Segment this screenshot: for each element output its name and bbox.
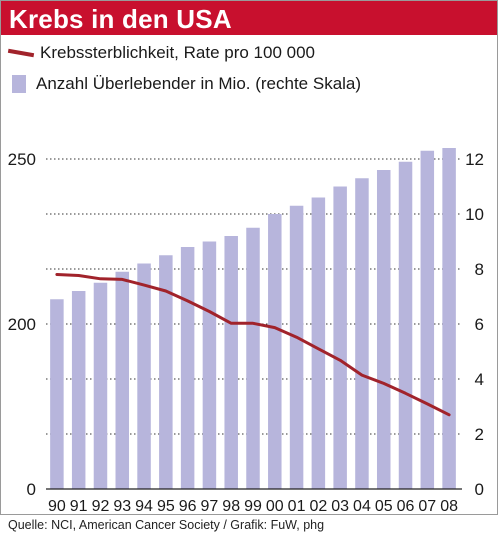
chart-frame: [0, 0, 498, 515]
source-note: Quelle: NCI, American Cancer Society / G…: [8, 518, 325, 532]
bar: [180, 247, 195, 489]
x-tick-label: 94: [135, 498, 153, 515]
x-tick-label: 98: [222, 498, 240, 515]
x-tick-label: 02: [309, 498, 327, 515]
bar: [398, 161, 413, 489]
x-tick-label: 95: [157, 498, 175, 515]
chart-title: Krebs in den USA: [9, 4, 232, 34]
x-tick-label: 92: [92, 498, 110, 515]
x-tick-label: 93: [113, 498, 131, 515]
x-tick-label: 90: [48, 498, 66, 515]
bar: [311, 197, 326, 489]
bar: [159, 255, 173, 489]
bar: [115, 271, 130, 489]
bar: [442, 148, 456, 489]
bar: [376, 170, 391, 489]
bar: [246, 227, 260, 489]
mortality-line: [55, 273, 451, 417]
x-tick-label: 00: [266, 498, 284, 515]
x-tick-label: 05: [375, 498, 393, 515]
bar: [355, 178, 369, 489]
x-tick-label: 97: [201, 498, 219, 515]
bar: [202, 241, 217, 489]
y-left-tick-label: 250: [8, 150, 36, 169]
y-right-tick-label: 8: [475, 260, 484, 279]
x-tick-label: 91: [70, 498, 88, 515]
bar: [268, 214, 282, 489]
y-right-tick-label: 0: [475, 480, 484, 499]
title-bar: Krebs in den USA: [1, 1, 497, 35]
x-tick-label: 96: [179, 498, 197, 515]
legend-bar-label: Anzahl Überlebender in Mio. (rechte Skal…: [36, 74, 362, 93]
legend-item-bar: Anzahl Überlebender in Mio. (rechte Skal…: [8, 74, 361, 94]
x-tick-label: 08: [440, 498, 458, 515]
bar: [137, 263, 151, 489]
y-left-tick-label: 0: [27, 480, 36, 499]
y-right-tick-label: 12: [465, 150, 484, 169]
bar: [224, 236, 238, 489]
bar: [333, 186, 347, 489]
y-right-tick-label: 4: [475, 370, 484, 389]
y-right-tick-label: 10: [465, 205, 484, 224]
x-tick-label: 99: [244, 498, 262, 515]
y-right-tick-label: 2: [475, 425, 484, 444]
bar: [71, 291, 86, 489]
x-tick-label: 03: [331, 498, 349, 515]
legend-line-label: Krebssterblichkeit, Rate pro 100 000: [40, 43, 315, 62]
x-tick-label: 06: [397, 498, 415, 515]
chart-plot: 90 91 92 93 94 95 96 97 98 99 00 01 02 03 04 05 06 07 0802…: [8, 148, 484, 515]
y-right-tick-label: 6: [475, 315, 484, 334]
x-tick-label: 07: [418, 498, 436, 515]
x-tick-label: 01: [288, 498, 306, 515]
x-tick-label: 04: [353, 498, 371, 515]
bar: [420, 150, 435, 489]
bar: [289, 205, 304, 489]
legend-item-line: Krebssterblichkeit, Rate pro 100 000: [7, 43, 315, 63]
bar: [50, 299, 64, 489]
bar: [93, 282, 108, 489]
y-left-tick-label: 200: [8, 315, 36, 334]
bar-swatch: [12, 75, 26, 93]
